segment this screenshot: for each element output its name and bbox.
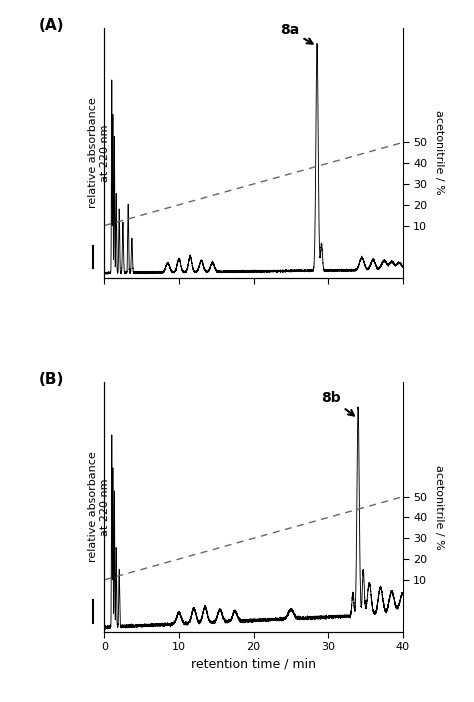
Text: (A): (A) [38,18,64,33]
Text: (B): (B) [38,372,64,388]
Y-axis label: acetonitrile / %: acetonitrile / % [434,465,444,550]
Text: 8b: 8b [321,391,354,416]
X-axis label: retention time / min: retention time / min [191,658,316,671]
Y-axis label: relative absorbance
at 220 nm: relative absorbance at 220 nm [88,98,109,208]
Y-axis label: acetonitrile / %: acetonitrile / % [434,110,444,195]
Text: 8a: 8a [280,23,313,44]
Y-axis label: relative absorbance
at 220 nm: relative absorbance at 220 nm [88,451,109,562]
